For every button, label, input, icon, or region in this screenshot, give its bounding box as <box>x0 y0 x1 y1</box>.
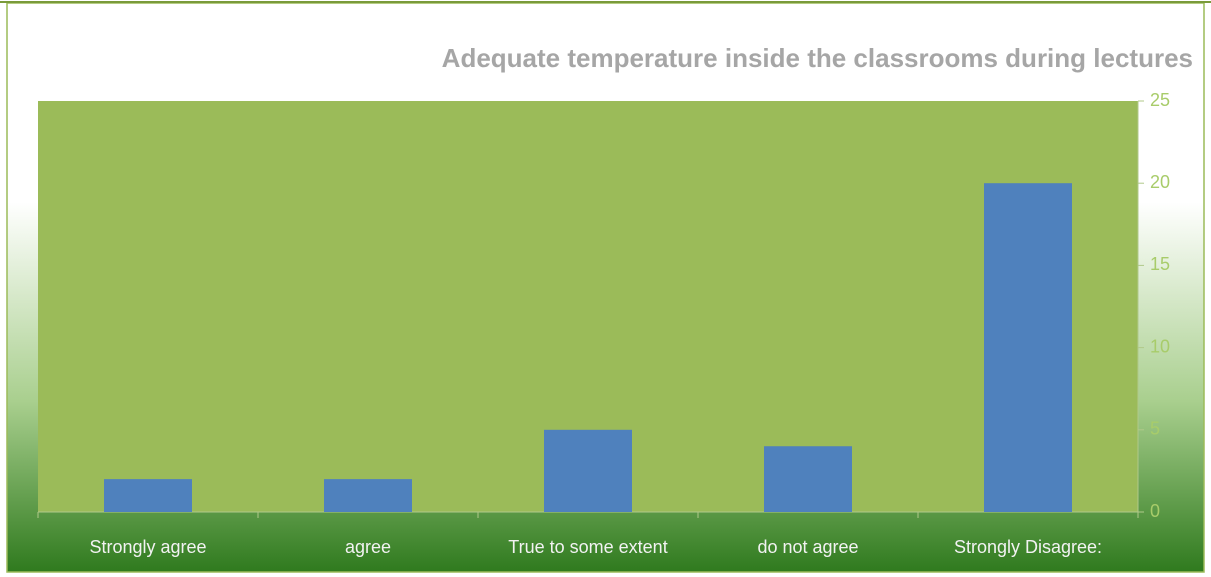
y-tick-label: 20 <box>1150 172 1170 192</box>
y-tick-label: 25 <box>1150 90 1170 110</box>
bar <box>984 183 1072 512</box>
bar <box>764 446 852 512</box>
bar <box>324 479 412 512</box>
y-tick-label: 0 <box>1150 501 1160 521</box>
x-tick-label: agree <box>345 537 391 557</box>
x-tick-label: do not agree <box>757 537 858 557</box>
x-tick-label: Strongly agree <box>89 537 206 557</box>
bar <box>104 479 192 512</box>
x-tick-label: True to some extent <box>508 537 667 557</box>
y-tick-label: 5 <box>1150 419 1160 439</box>
y-tick-label: 15 <box>1150 254 1170 274</box>
x-tick-label: Strongly Disagree: <box>954 537 1102 557</box>
y-tick-label: 10 <box>1150 336 1170 356</box>
bar <box>544 429 632 512</box>
chart-title: Adequate temperature inside the classroo… <box>442 43 1193 73</box>
